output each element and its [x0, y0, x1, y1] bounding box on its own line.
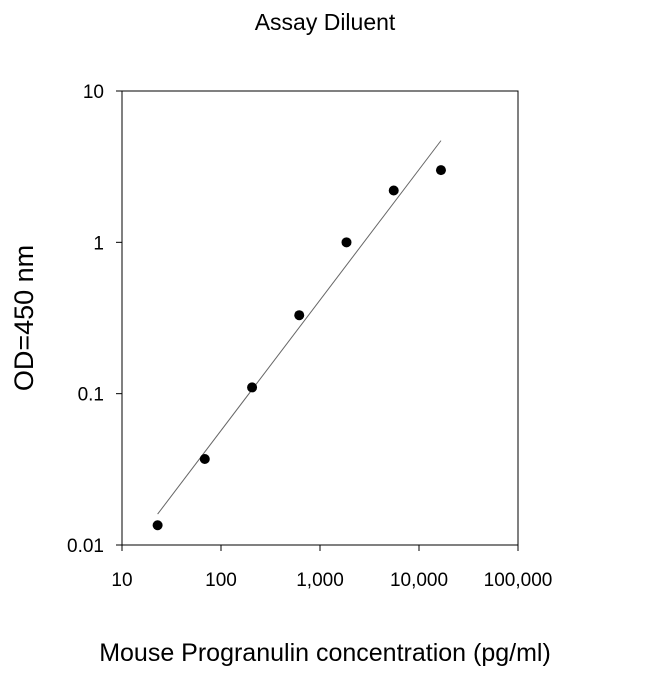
y-axis-ticks: 0.01 0.1 1 10: [67, 82, 122, 557]
y-axis-title: OD=450 nm: [9, 245, 39, 391]
x-tick-label: 100,000: [484, 570, 553, 591]
x-axis-ticks: 10 100 1,000 10,000 100,000: [111, 545, 552, 591]
data-point: [341, 237, 352, 248]
data-point: [294, 310, 305, 321]
y-tick-label: 0.01: [67, 536, 104, 557]
x-tick-label: 10: [111, 570, 132, 591]
data-point: [435, 165, 446, 176]
x-tick-label: 100: [205, 570, 237, 591]
x-tick-label: 10,000: [390, 570, 448, 591]
data-point: [247, 382, 258, 393]
data-point: [388, 185, 399, 196]
y-tick-label: 10: [83, 82, 104, 103]
x-tick-label: 1,000: [296, 570, 344, 591]
plot-frame: [121, 90, 519, 546]
chart-title: Assay Diluent: [255, 9, 396, 35]
y-tick-label: 1: [93, 233, 104, 254]
y-tick-label: 0.1: [78, 385, 104, 406]
data-point: [199, 454, 210, 465]
fit-line: [157, 140, 442, 515]
data-point: [152, 520, 163, 531]
fit-line-group: [157, 140, 442, 515]
x-axis-title: Mouse Progranulin concentration (pg/ml): [99, 639, 551, 667]
data-points: [152, 165, 446, 531]
